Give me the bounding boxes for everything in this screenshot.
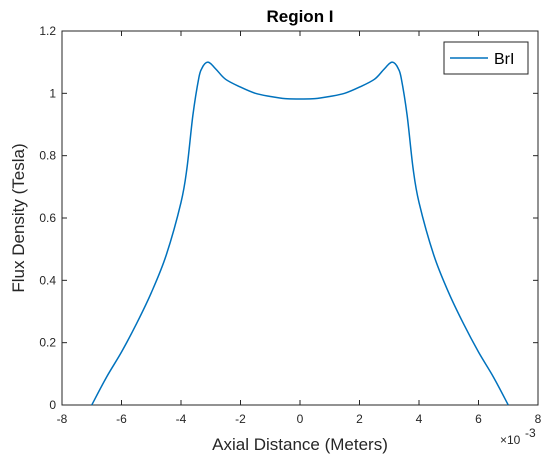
- y-axis-label: Flux Density (Tesla): [9, 143, 28, 292]
- x-tick-label: -4: [176, 412, 187, 426]
- y-tick-label: 0.2: [39, 336, 56, 350]
- legend-label: BrI: [494, 51, 514, 68]
- x-tick-label: 6: [475, 412, 482, 426]
- x-tick-label: -8: [57, 412, 68, 426]
- x-tick-label: -6: [116, 412, 127, 426]
- y-tick-label: 0.6: [39, 211, 56, 225]
- legend: BrI: [443, 41, 529, 75]
- x-axis-exponent: ×10 -3: [500, 426, 536, 447]
- x-axis-ticks: -8 -6 -4 -2 0 2 4 6 8: [57, 31, 542, 426]
- y-tick-label: 0.8: [39, 149, 56, 163]
- x-exponent-base: ×10: [500, 433, 521, 447]
- x-exponent-power: -3: [525, 426, 536, 440]
- plot-area: [61, 30, 539, 406]
- x-tick-label: -2: [235, 412, 246, 426]
- y-tick-label: 1.2: [39, 24, 56, 38]
- x-tick-label: 8: [535, 412, 542, 426]
- x-axis-label: Axial Distance (Meters): [212, 435, 388, 454]
- series-line-brl: [91, 61, 509, 406]
- y-tick-label: 0.4: [39, 273, 56, 287]
- y-tick-label: 0: [49, 398, 56, 412]
- chart-title: Region I: [266, 7, 333, 26]
- x-tick-label: 0: [297, 412, 304, 426]
- x-tick-label: 2: [356, 412, 363, 426]
- y-tick-label: 1: [49, 86, 56, 100]
- y-axis-ticks: 0 0.2 0.4 0.6 0.8 1 1.2: [39, 24, 538, 412]
- x-tick-label: 4: [416, 412, 423, 426]
